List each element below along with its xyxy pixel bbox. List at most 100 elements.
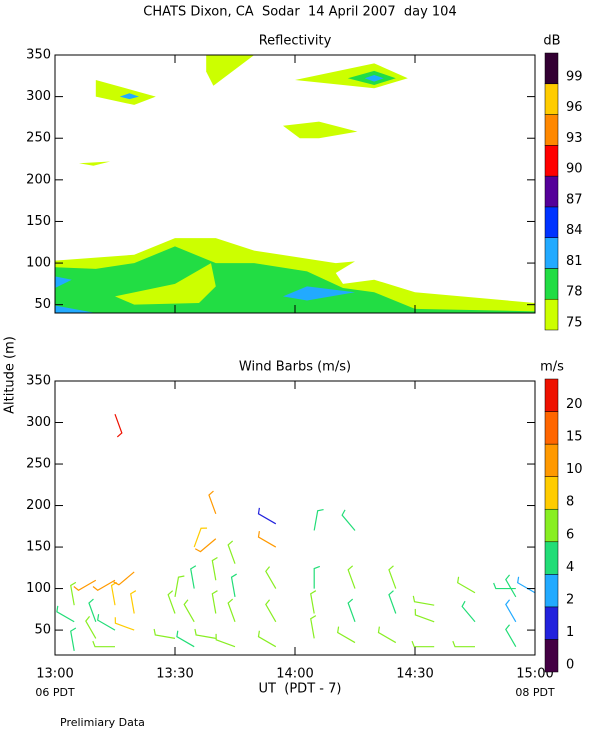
- colorbar-label: 87: [566, 192, 583, 207]
- y-tick-label: 350: [26, 374, 51, 389]
- colorbar-band: [544, 206, 559, 238]
- colorbar-unit: dB: [543, 34, 560, 49]
- colorbar-band: [544, 606, 559, 640]
- wind-barb: [257, 507, 277, 525]
- wind-barb: [493, 582, 516, 590]
- colorbar-band: [544, 298, 559, 331]
- contour-region: [79, 161, 111, 166]
- wind-barb: [92, 579, 116, 591]
- wind-barb: [114, 617, 135, 631]
- colorbar-band: [544, 114, 559, 146]
- page-title: CHATS Dixon, CA Sodar 14 April 2007 day …: [143, 5, 456, 20]
- wind-barb: [347, 598, 356, 622]
- colorbar-band: [544, 175, 559, 208]
- colorbar-band: [544, 508, 559, 543]
- y-tick-label: 200: [26, 498, 51, 513]
- colorbar-label: 10: [566, 462, 583, 477]
- wind-barb: [313, 565, 321, 589]
- wind-barb: [337, 626, 356, 644]
- wind-barb: [227, 598, 236, 622]
- wind-barb: [92, 640, 115, 648]
- wind-barb: [215, 633, 236, 648]
- wind-barb: [414, 608, 435, 623]
- wind-barb: [457, 576, 476, 594]
- colorbar-label: 81: [566, 254, 583, 269]
- contour-region: [55, 276, 72, 289]
- wind-barb: [85, 616, 97, 639]
- contour-region: [55, 305, 96, 313]
- contour-region: [283, 121, 358, 139]
- wind-barb: [110, 581, 117, 606]
- wind-barb: [211, 590, 218, 614]
- colorbar-band: [544, 541, 559, 575]
- colorbar-label: 4: [566, 560, 574, 575]
- y-tick-label: 300: [26, 415, 51, 430]
- wind-barb: [194, 538, 217, 553]
- colorbar-label: 78: [566, 285, 583, 300]
- wind-barb: [113, 571, 135, 586]
- x-tick-label: 13:30: [156, 667, 193, 682]
- x-axis-label: UT (PDT - 7): [259, 682, 342, 697]
- colorbar-label: 6: [566, 527, 574, 542]
- wind-barb: [56, 605, 75, 623]
- colorbar-band: [544, 476, 559, 510]
- wind-barb: [388, 565, 397, 589]
- y-tick-label: 250: [26, 131, 51, 146]
- colorbar-band: [544, 639, 559, 673]
- wind-barb: [88, 598, 97, 622]
- y-tick-label: 200: [26, 172, 51, 187]
- wind-barb: [130, 590, 137, 614]
- wind-barb: [505, 574, 517, 598]
- wind-barb: [183, 599, 195, 623]
- x-tick-label: 13:00: [36, 667, 73, 682]
- contour-region: [95, 79, 156, 105]
- y-tick-label: 250: [26, 457, 51, 472]
- wind-barb: [257, 630, 277, 648]
- wind-barb: [70, 627, 77, 651]
- wind-barb: [167, 590, 176, 614]
- wind-barb: [257, 531, 277, 548]
- x-tick-label: 14:00: [276, 667, 313, 682]
- contour-region: [364, 74, 384, 82]
- wind-barb: [505, 624, 517, 647]
- y-tick-label: 300: [26, 89, 51, 104]
- colorbar-label: 93: [566, 131, 583, 146]
- x-tick-label: 14:30: [396, 667, 433, 682]
- wind-barb: [70, 581, 77, 606]
- panel-title: Wind Barbs (m/s): [239, 360, 351, 375]
- wind-barb: [193, 527, 208, 548]
- y-tick-label: 350: [26, 48, 51, 63]
- panel-title: Reflectivity: [259, 34, 332, 49]
- y-tick-label: 50: [34, 623, 51, 638]
- note: Prelimiary Data: [60, 716, 145, 729]
- wind-barb: [176, 630, 195, 648]
- x-start-label: 06 PDT: [35, 686, 75, 699]
- colorbar-label: 15: [566, 430, 583, 445]
- colorbar-label: 2: [566, 592, 574, 607]
- wind-barb: [388, 590, 397, 614]
- colorbar-band: [544, 574, 559, 608]
- colorbar-unit: m/s: [540, 360, 564, 375]
- wind-barb: [97, 614, 116, 631]
- colorbar-band: [544, 237, 559, 269]
- wind-barb: [211, 556, 218, 581]
- wind-barb: [452, 640, 475, 648]
- x-end-label: 08 PDT: [515, 686, 555, 699]
- wind-barb: [377, 626, 397, 644]
- wind-barb: [230, 573, 237, 597]
- y-tick-label: 150: [26, 540, 51, 555]
- wind-barb: [347, 565, 356, 589]
- wind-barb: [265, 566, 277, 589]
- colorbar-band: [544, 145, 559, 177]
- wind-barb: [412, 595, 435, 606]
- wind-barb: [310, 615, 317, 639]
- plot-frame: [54, 380, 536, 656]
- colorbar-label: 84: [566, 223, 583, 238]
- wind-barb: [153, 628, 176, 639]
- wind-barb: [114, 414, 123, 438]
- colorbar-label: 1: [566, 625, 574, 640]
- x-tick-label: 15:00: [516, 667, 553, 682]
- wind-barb: [341, 509, 356, 531]
- y-tick-label: 100: [26, 256, 51, 271]
